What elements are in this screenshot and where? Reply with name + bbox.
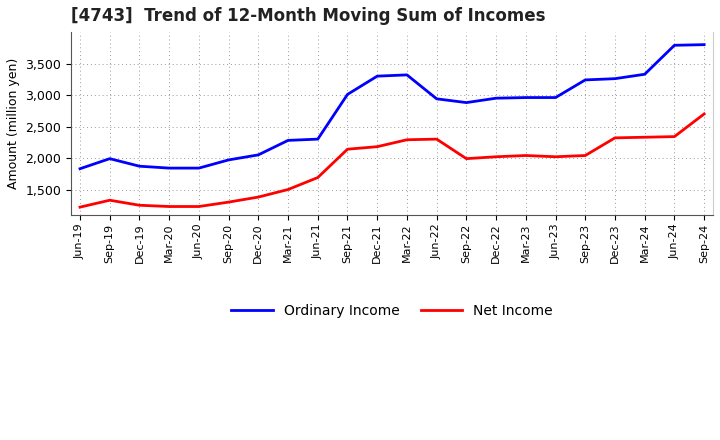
Net Income bbox=[225, 199, 233, 205]
Ordinary Income bbox=[313, 136, 322, 142]
Net Income bbox=[373, 144, 382, 149]
Net Income bbox=[700, 111, 708, 117]
Net Income bbox=[76, 205, 84, 210]
Ordinary Income bbox=[670, 43, 679, 48]
Ordinary Income bbox=[165, 165, 174, 171]
Ordinary Income bbox=[432, 96, 441, 102]
Ordinary Income bbox=[105, 156, 114, 161]
Ordinary Income bbox=[194, 165, 203, 171]
Net Income bbox=[135, 202, 144, 208]
Net Income bbox=[284, 187, 292, 192]
Net Income bbox=[165, 204, 174, 209]
Net Income bbox=[640, 135, 649, 140]
Net Income bbox=[552, 154, 560, 159]
Net Income bbox=[432, 136, 441, 142]
Net Income bbox=[462, 156, 471, 161]
Ordinary Income bbox=[373, 73, 382, 79]
Net Income bbox=[194, 204, 203, 209]
Ordinary Income bbox=[521, 95, 530, 100]
Net Income bbox=[313, 175, 322, 180]
Net Income bbox=[343, 147, 352, 152]
Net Income bbox=[611, 135, 619, 140]
Net Income bbox=[521, 153, 530, 158]
Ordinary Income bbox=[700, 42, 708, 47]
Ordinary Income bbox=[225, 157, 233, 162]
Ordinary Income bbox=[76, 166, 84, 171]
Line: Net Income: Net Income bbox=[80, 114, 704, 207]
Text: [4743]  Trend of 12-Month Moving Sum of Incomes: [4743] Trend of 12-Month Moving Sum of I… bbox=[71, 7, 546, 25]
Net Income bbox=[105, 198, 114, 203]
Ordinary Income bbox=[581, 77, 590, 83]
Net Income bbox=[254, 194, 263, 200]
Line: Ordinary Income: Ordinary Income bbox=[80, 44, 704, 169]
Ordinary Income bbox=[462, 100, 471, 105]
Ordinary Income bbox=[284, 138, 292, 143]
Net Income bbox=[670, 134, 679, 139]
Net Income bbox=[581, 153, 590, 158]
Ordinary Income bbox=[552, 95, 560, 100]
Ordinary Income bbox=[135, 164, 144, 169]
Y-axis label: Amount (million yen): Amount (million yen) bbox=[7, 58, 20, 189]
Ordinary Income bbox=[343, 92, 352, 97]
Ordinary Income bbox=[640, 72, 649, 77]
Ordinary Income bbox=[254, 152, 263, 158]
Ordinary Income bbox=[492, 95, 500, 101]
Net Income bbox=[402, 137, 411, 143]
Ordinary Income bbox=[611, 76, 619, 81]
Legend: Ordinary Income, Net Income: Ordinary Income, Net Income bbox=[225, 298, 559, 323]
Ordinary Income bbox=[402, 72, 411, 77]
Net Income bbox=[492, 154, 500, 159]
